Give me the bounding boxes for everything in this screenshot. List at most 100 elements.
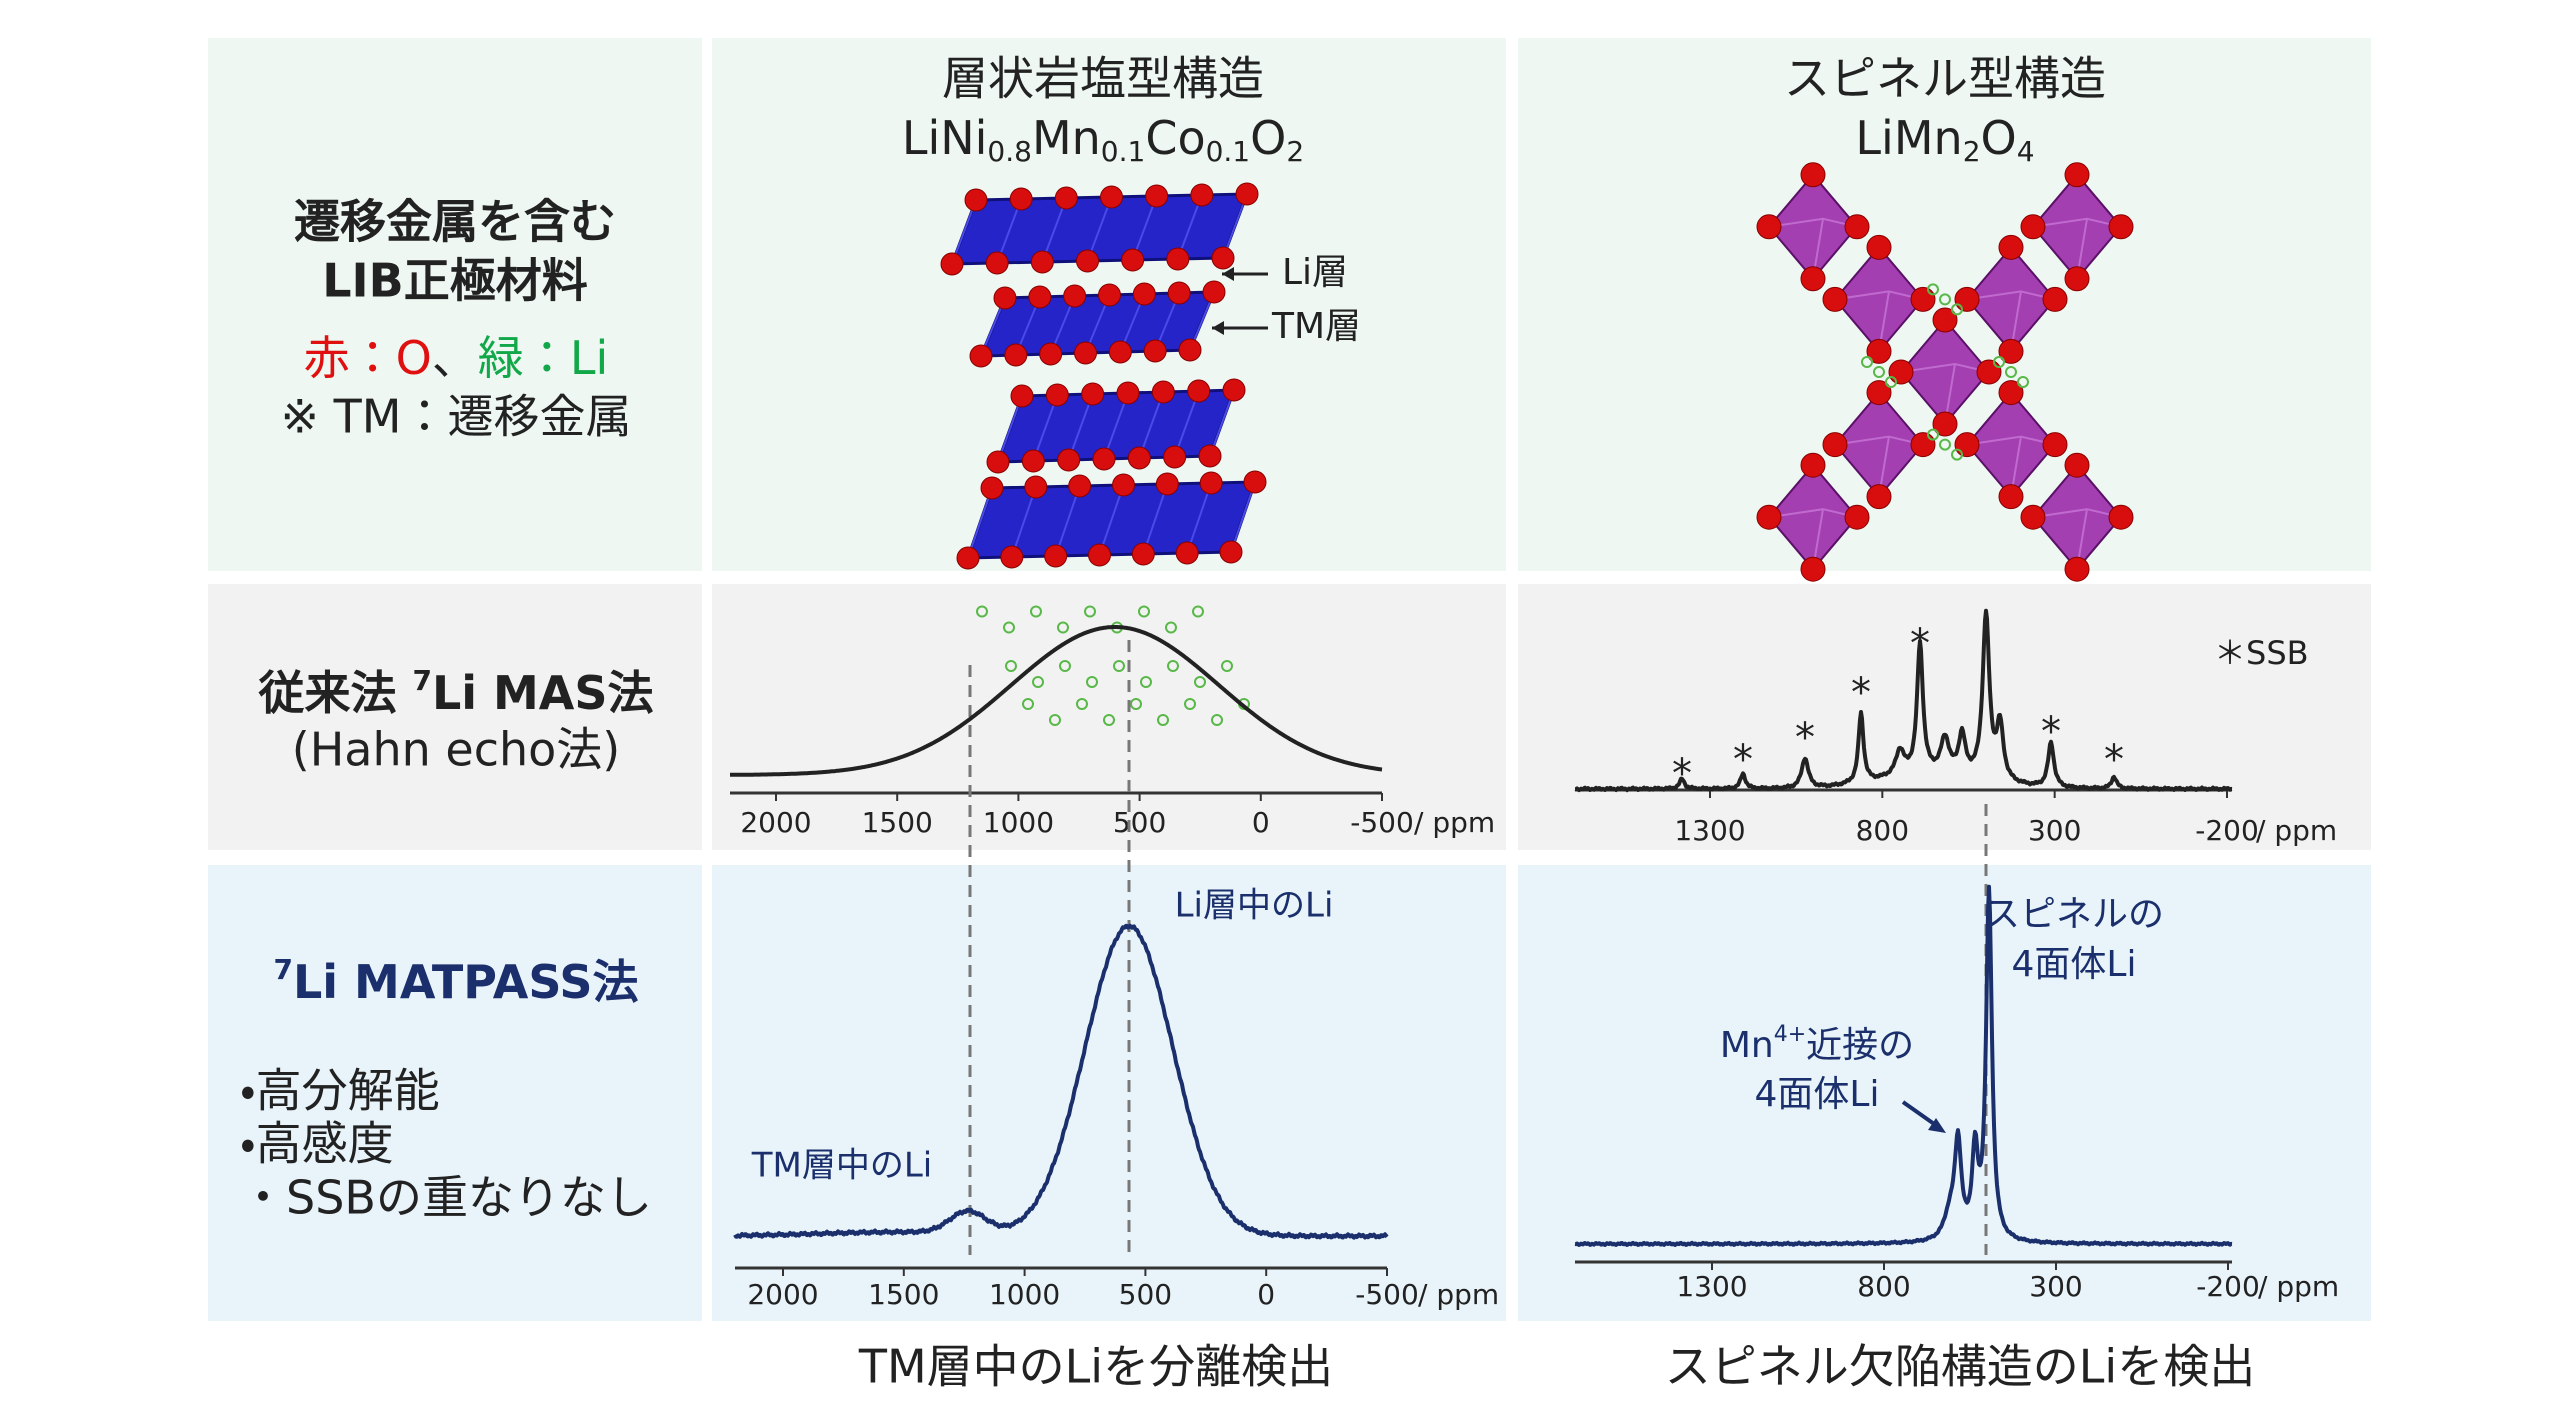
annotation: スピネルの [1984,894,2164,935]
axis-unit: / ppm [1414,806,1495,839]
ssb-marker: * [2104,737,2124,783]
oxygen [1112,473,1135,497]
bullet: ・SSBの重なりなし [240,1171,652,1225]
backgrounds [208,38,2371,1321]
formula-part: O [1981,111,2017,165]
oxygen [956,546,980,570]
panel [1518,584,2371,850]
oxygen [1009,187,1033,211]
lithium [1927,428,1939,441]
oxygen [1127,446,1151,470]
tm-layer-label: TM層 [1271,306,1361,347]
oxygen [2042,286,2068,312]
legend-green: 緑：Li [478,331,608,385]
lithium [1861,356,1873,368]
panel [208,865,702,1321]
mas-layered-curve [729,625,1383,777]
slab-edge [1010,486,1037,558]
oxygen [1074,341,1097,365]
oxygen [1998,338,2024,364]
lithium [2017,376,2029,388]
arrow-head [1928,1118,1946,1133]
lithium [1005,660,1017,672]
lithium [1157,714,1169,726]
annotation: 4面体Li [2012,944,2137,985]
arrow [1901,1100,1939,1128]
matpass-layered-curve [733,923,1389,1240]
oxygen [985,251,1009,275]
legend: 赤：O、緑：Li [304,331,609,385]
oxygen [1100,185,1123,209]
oxygen [1045,383,1069,407]
tick-label: 1300 [1676,1270,1747,1303]
lithium [1076,698,1088,710]
formula-part: LiNi [902,111,988,165]
lithium [1167,660,1179,672]
lithium [1192,605,1204,618]
slab-edge [967,487,993,559]
oxygen [1004,343,1028,367]
tick-label: -500 [1355,1278,1419,1311]
lithium [1873,366,1885,378]
slab-edge [997,395,1023,463]
formula-part: Co [1145,111,1205,165]
oxygen [1028,285,1052,309]
tick-label: 1000 [989,1278,1060,1311]
oxygen [1054,186,1078,210]
oxygen [1167,281,1191,305]
oxygen [2042,432,2068,458]
oxygen [2020,214,2046,240]
oxygen [1190,183,1214,207]
oxygen [1910,432,1936,458]
tick-label: 800 [1857,1270,1910,1303]
oxygen [1243,470,1267,494]
lithium [1030,605,1042,618]
lithium [1086,676,1098,688]
lithium [1022,698,1034,710]
ssb-marker: * [1795,715,1815,761]
annotation: Li層中のLi [1175,886,1334,926]
oxygen [2020,504,2046,530]
panel [208,38,702,571]
oxygen [1800,556,1826,582]
slab-edge [1054,485,1081,557]
tick-label: 500 [1113,806,1166,839]
oxygen [1844,504,1870,530]
tick-label: 800 [1856,814,1909,847]
oxygen [1108,340,1132,364]
formula-part: Mn [1032,111,1101,165]
oxygen [1121,248,1145,272]
tick-label: -200 [2195,814,2259,847]
oxygen [1163,445,1187,469]
annotation: 4面体Li [1755,1074,1880,1115]
oxygen [1024,475,1048,499]
lithium [1059,660,1071,672]
slab-edge [1138,391,1165,459]
axis-unit: / ppm [2256,814,2337,847]
oxygen [1822,432,1848,458]
sup: 7 [273,953,292,986]
oxygen [1092,447,1116,471]
oxygen [2108,504,2134,530]
layered-structure [940,182,1267,726]
slab-edge [1098,484,1125,556]
oxygen [1866,234,1892,260]
oxygen [1039,342,1063,366]
oxygen [1044,544,1068,568]
oxygen [1998,380,2024,406]
spinel-structure [1756,162,2134,582]
mas-spinel-curve [1574,608,2233,793]
lithium [1103,714,1115,726]
oxygen [1954,432,1980,458]
oxygen [1178,338,1202,362]
legend-sep: 、 [432,331,478,385]
lithium [2005,366,2017,378]
matpass-label: 7Li MATPASS法 [273,953,638,1009]
lithium [1885,376,1897,388]
slab-edge [1067,393,1094,461]
formula-part: LiMn [1855,111,1962,165]
structure-label: 遷移金属を含む [294,195,616,249]
oxygen [1866,484,1892,510]
lithium [1032,676,1044,688]
tick-label: 300 [2028,814,2081,847]
